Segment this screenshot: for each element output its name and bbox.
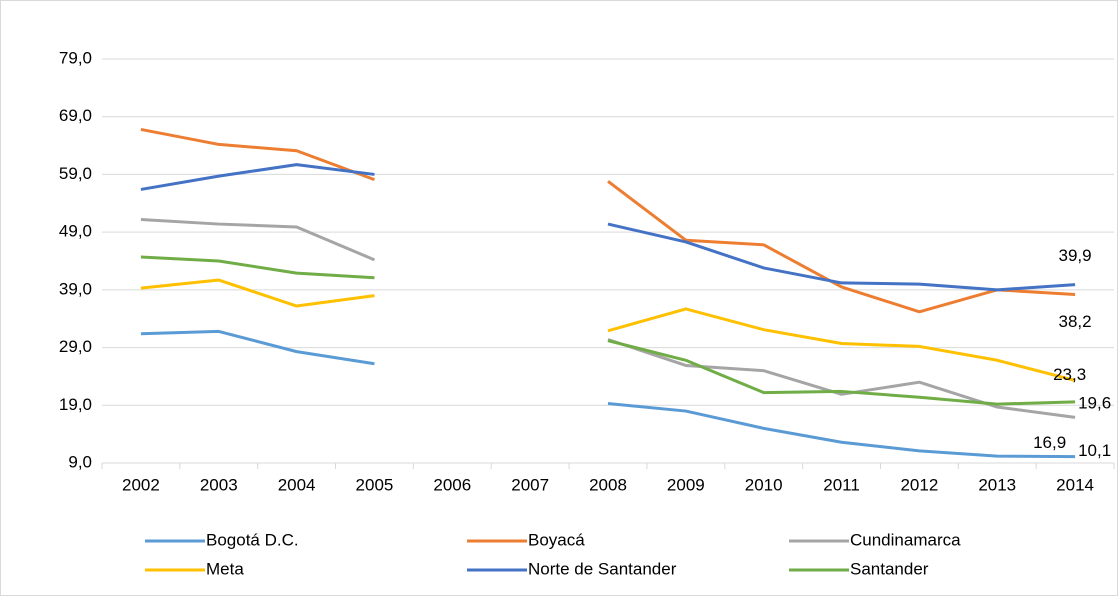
y-tick-label: 49,0: [59, 222, 92, 241]
y-tick-label: 59,0: [59, 164, 92, 183]
data-label: 39,9: [1059, 246, 1092, 265]
y-tick-label: 39,0: [59, 279, 92, 298]
legend-label: Bogotá D.C.: [206, 530, 299, 549]
series-line: [140, 163, 1076, 292]
x-tick-label: 2010: [745, 475, 783, 494]
series-line: [140, 278, 1076, 382]
y-tick-label: 19,0: [59, 395, 92, 414]
y-tick-label: 69,0: [59, 106, 92, 125]
x-tick-label: 2003: [200, 475, 238, 494]
series-line: [140, 255, 1076, 406]
x-tick-label: 2012: [900, 475, 938, 494]
data-label: 38,2: [1059, 312, 1092, 331]
legend-label: Boyacá: [528, 530, 585, 549]
x-tick-label: 2007: [511, 475, 549, 494]
y-tick-label: 29,0: [59, 337, 92, 356]
data-label: 23,3: [1053, 365, 1086, 384]
data-label: 16,9: [1033, 433, 1066, 452]
x-tick-label: 2002: [122, 475, 160, 494]
legend-label: Meta: [206, 559, 244, 578]
x-tick-label: 2013: [978, 475, 1016, 494]
x-tick-label: 2014: [1056, 475, 1094, 494]
x-tick-label: 2006: [433, 475, 471, 494]
y-tick-label: 79,0: [59, 48, 92, 67]
legend-label: Norte de Santander: [528, 559, 677, 578]
x-tick-label: 2005: [356, 475, 394, 494]
data-label: 10,1: [1078, 441, 1111, 460]
x-tick-label: 2004: [278, 475, 316, 494]
legend-label: Cundinamarca: [850, 530, 961, 549]
x-tick-label: 2008: [589, 475, 627, 494]
x-tick-label: 2009: [667, 475, 705, 494]
legend-label: Santander: [850, 559, 929, 578]
data-label: 19,6: [1078, 393, 1111, 412]
series-line: [140, 217, 1076, 419]
y-tick-label: 9,0: [68, 452, 92, 471]
series-line: [140, 329, 1076, 459]
x-tick-label: 2011: [823, 475, 860, 494]
